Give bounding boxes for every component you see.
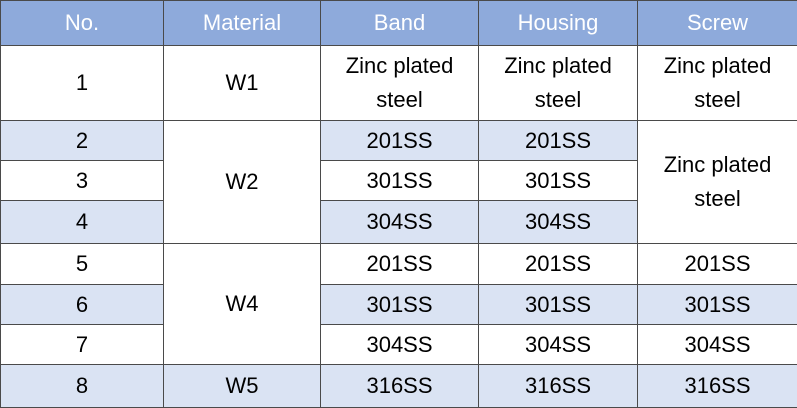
cell: 316SS	[479, 365, 638, 408]
row: 6 301SS 301SS 301SS	[1, 285, 797, 325]
cell: 301SS	[321, 161, 479, 201]
cell: Zinc plated steel	[479, 46, 638, 121]
header-cell: Material	[164, 1, 321, 46]
cell: 8	[1, 365, 164, 408]
cell: 1	[1, 46, 164, 121]
cell: 2	[1, 121, 164, 161]
cell: 304SS	[321, 325, 479, 365]
cell: 201SS	[321, 244, 479, 285]
cell: 301SS	[638, 285, 797, 325]
cell: 3	[1, 161, 164, 201]
row: 1 W1 Zinc plated steel Zinc plated steel…	[1, 46, 797, 121]
row: 7 304SS 304SS 304SS	[1, 325, 797, 365]
cell: 316SS	[321, 365, 479, 408]
cell: 201SS	[479, 244, 638, 285]
header-cell: Screw	[638, 1, 797, 46]
cell: 201SS	[479, 121, 638, 161]
header-row: No. Material Band Housing Screw	[1, 1, 797, 46]
cell: 304SS	[638, 325, 797, 365]
cell: 5	[1, 244, 164, 285]
cell: 304SS	[321, 201, 479, 244]
row: 8 W5 316SS 316SS 316SS	[1, 365, 797, 408]
header-cell: No.	[1, 1, 164, 46]
cell: Zinc plated steel	[638, 46, 797, 121]
cell: W2	[164, 121, 321, 244]
cell: 4	[1, 201, 164, 244]
cell: 7	[1, 325, 164, 365]
cell: 301SS	[479, 161, 638, 201]
cell: 201SS	[638, 244, 797, 285]
cell: 304SS	[479, 201, 638, 244]
cell: W4	[164, 244, 321, 365]
cell: W5	[164, 365, 321, 408]
cell: 304SS	[479, 325, 638, 365]
cell: 201SS	[321, 121, 479, 161]
row: 5 W4 201SS 201SS 201SS	[1, 244, 797, 285]
cell: 316SS	[638, 365, 797, 408]
cell: W1	[164, 46, 321, 121]
cell: 6	[1, 285, 164, 325]
header-cell: Band	[321, 1, 479, 46]
row: 2 W2 201SS 201SS Zinc plated steel	[1, 121, 797, 161]
cell: 301SS	[321, 285, 479, 325]
cell: 301SS	[479, 285, 638, 325]
cell: Zinc plated steel	[638, 121, 797, 244]
header-cell: Housing	[479, 1, 638, 46]
cell: Zinc plated steel	[321, 46, 479, 121]
